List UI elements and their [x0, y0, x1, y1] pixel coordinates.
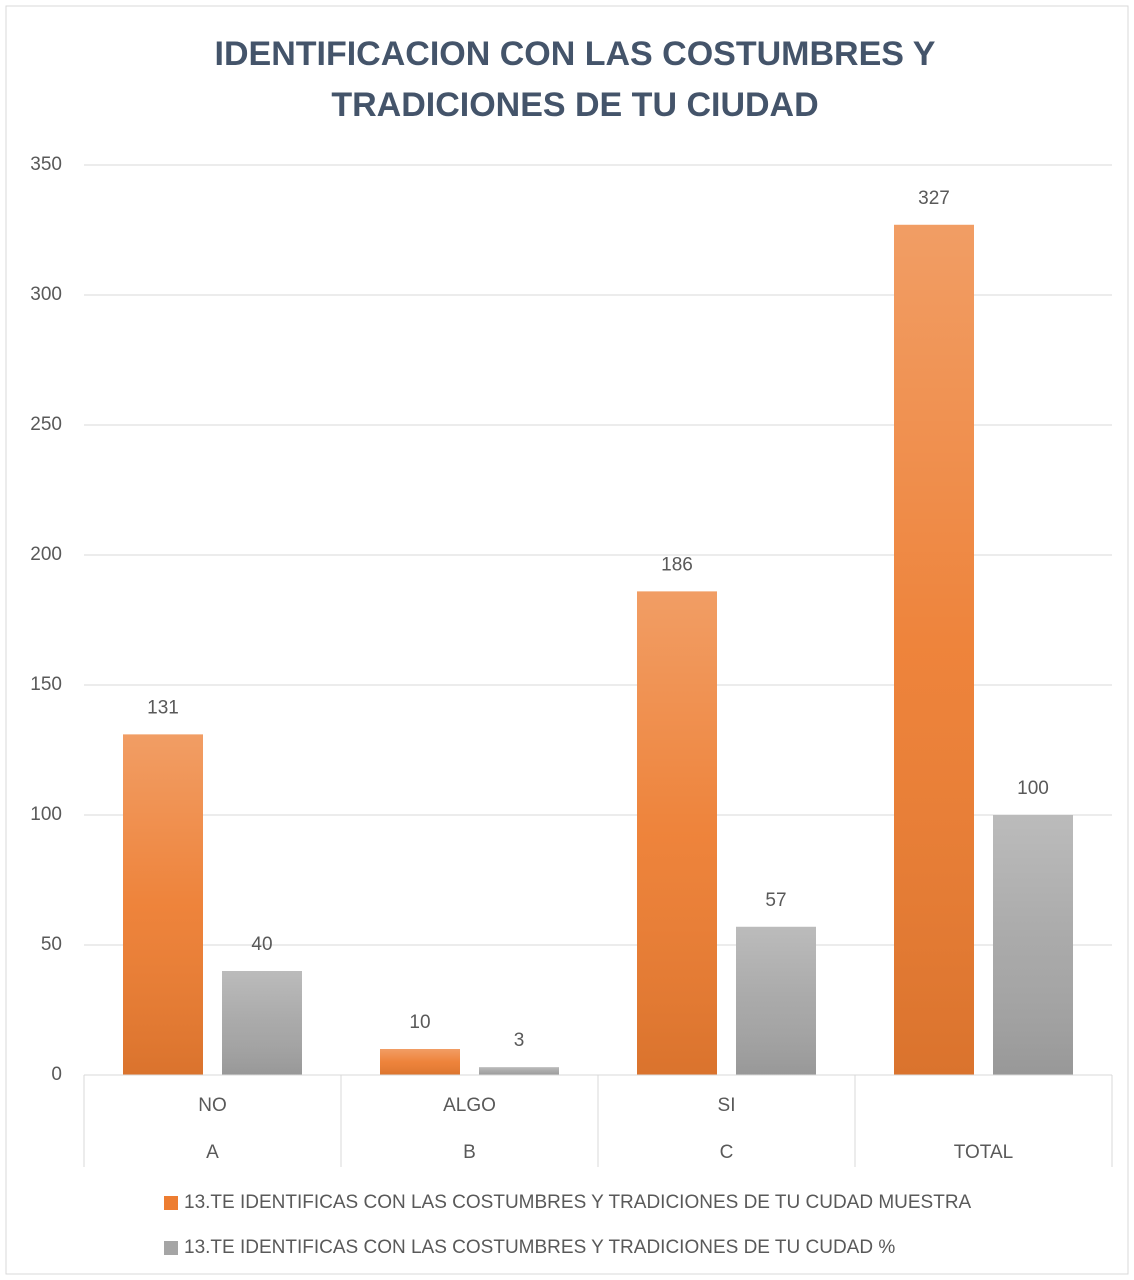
- bar: [894, 224, 974, 1076]
- data-label: 327: [918, 188, 950, 209]
- data-label: 57: [765, 890, 786, 911]
- y-tick-label: 100: [30, 804, 62, 825]
- data-label: 10: [409, 1012, 430, 1033]
- bar: [736, 926, 816, 1075]
- bar: [637, 591, 717, 1075]
- y-tick-label: 350: [30, 154, 62, 175]
- data-label: 131: [147, 697, 179, 718]
- x-tick-label: ALGO: [443, 1095, 496, 1116]
- chart-title: TRADICIONES DE TU CIUDAD: [331, 86, 818, 124]
- y-tick-label: 50: [41, 934, 62, 955]
- data-label: 3: [514, 1030, 525, 1051]
- legend-swatch: [164, 1241, 178, 1255]
- bar: [222, 971, 302, 1075]
- x-group-label: C: [720, 1142, 734, 1163]
- legend-label: 13.TE IDENTIFICAS CON LAS COSTUMBRES Y T…: [184, 1237, 895, 1258]
- y-tick-label: 250: [30, 414, 62, 435]
- x-group-label: A: [206, 1142, 219, 1163]
- bar: [479, 1067, 559, 1075]
- bar: [380, 1049, 460, 1075]
- x-tick-label: NO: [198, 1095, 227, 1116]
- data-label: 100: [1017, 778, 1049, 799]
- data-label: 40: [251, 934, 272, 955]
- y-tick-label: 0: [51, 1064, 62, 1085]
- x-tick-label: SI: [718, 1095, 736, 1116]
- bar: [123, 734, 203, 1075]
- x-group-label: TOTAL: [954, 1142, 1013, 1163]
- bar: [993, 815, 1073, 1075]
- x-group-label: B: [463, 1142, 476, 1163]
- chart-title: IDENTIFICACION CON LAS COSTUMBRES Y: [215, 35, 936, 73]
- y-tick-label: 200: [30, 544, 62, 565]
- y-tick-label: 300: [30, 284, 62, 305]
- data-label: 186: [661, 554, 693, 575]
- y-tick-label: 150: [30, 674, 62, 695]
- legend-label: 13.TE IDENTIFICAS CON LAS COSTUMBRES Y T…: [184, 1192, 972, 1213]
- legend-swatch: [164, 1196, 178, 1210]
